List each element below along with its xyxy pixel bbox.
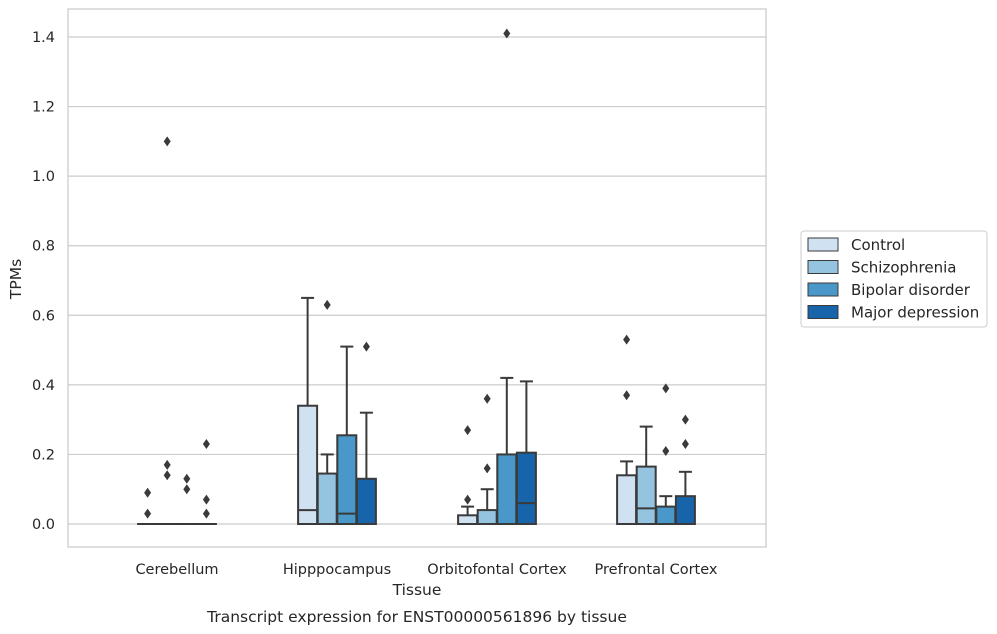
outlier-point [483, 393, 491, 404]
legend-swatch [807, 305, 839, 319]
x-axis-label: Tissue [392, 581, 442, 599]
y-tick-label: 0.6 [32, 308, 55, 324]
y-tick-label: 1.0 [32, 169, 55, 185]
box-rect [515, 451, 537, 526]
outlier-point [503, 28, 511, 39]
outlier-point [681, 438, 689, 449]
outlier-point [623, 390, 631, 401]
y-axis-label: TPMs [7, 259, 25, 300]
grid-lines [68, 36, 766, 525]
y-tick-label: 0.4 [32, 378, 55, 394]
plot-frame [67, 8, 767, 548]
y-tick-label: 0.0 [32, 517, 55, 533]
legend-swatch [807, 282, 839, 297]
legend-label: Control [851, 236, 905, 254]
outlier-point [202, 494, 210, 505]
legend: Control Schizophrenia Bipolar disorder Majo… [800, 230, 988, 328]
y-tick-label: 0.8 [32, 239, 55, 255]
x-tick-labels: Cerebellum Hipppocampus Orbitofontal Corte… [135, 562, 717, 578]
box-control [616, 334, 638, 525]
box-rect [457, 514, 479, 526]
x-tick-label: Cerebellum [135, 562, 218, 578]
x-tick-label: Hipppocampus [283, 562, 391, 578]
legend-label: Bipolar disorder [851, 281, 971, 299]
x-tick-label: Orbitofontal Cortex [427, 562, 567, 578]
legend-label: Major depression [851, 304, 979, 322]
box-rect [336, 434, 358, 525]
legend-label: Schizophrenia [851, 259, 956, 277]
outlier-point [662, 445, 670, 456]
box-bipolar-disorder [655, 383, 677, 526]
box-rect [297, 404, 319, 526]
outlier-point [362, 341, 370, 352]
outlier-point [183, 484, 191, 495]
y-tick-label: 1.2 [32, 100, 55, 116]
box-control [297, 296, 319, 526]
box-major-depression [195, 438, 217, 526]
outlier-point [623, 334, 631, 345]
box-rect [655, 505, 677, 526]
legend-items: Control Schizophrenia Bipolar disorder Majo… [807, 236, 979, 322]
box-schizophrenia [156, 136, 178, 526]
box-major-depression [515, 380, 537, 526]
x-tick-label: Prefrontal Cortex [595, 562, 718, 578]
outlier-point [163, 136, 171, 147]
legend-frame [800, 230, 988, 328]
box-rect [616, 474, 638, 525]
outlier-point [202, 508, 210, 519]
box-control [457, 425, 479, 526]
outlier-point [163, 459, 171, 470]
y-tick-labels: 0.0 0.2 0.4 0.6 0.8 1.0 1.2 1.4 [32, 30, 55, 533]
outlier-point [483, 463, 491, 474]
legend-swatch [807, 260, 839, 274]
y-tick-label: 1.4 [32, 30, 55, 46]
outlier-point [163, 470, 171, 481]
outlier-point [323, 299, 331, 310]
outlier-point [681, 414, 689, 425]
box-bipolar-disorder [336, 345, 358, 525]
y-tick-label: 0.2 [32, 447, 55, 463]
box-rect [635, 465, 657, 526]
box-bipolar-disorder [176, 473, 198, 526]
box-schizophrenia [316, 299, 338, 525]
box-rect [496, 453, 518, 525]
outlier-point [144, 508, 152, 519]
box-major-depression [355, 341, 377, 525]
box-schizophrenia [476, 393, 498, 526]
box-control [137, 487, 159, 526]
box-rect [674, 495, 696, 525]
box-rect [355, 477, 377, 525]
outlier-point [464, 494, 472, 505]
box-bipolar-disorder [496, 28, 518, 525]
outlier-point [183, 473, 191, 484]
outlier-point [144, 487, 152, 498]
legend-swatch [807, 237, 839, 252]
chart-caption: Transcript expression for ENST0000056189… [206, 608, 627, 626]
boxes [137, 28, 696, 526]
box-schizophrenia [635, 425, 657, 526]
outlier-point [464, 425, 472, 436]
box-rect [476, 509, 498, 526]
outlier-point [662, 383, 670, 394]
outlier-point [202, 438, 210, 449]
box-major-depression [674, 414, 696, 525]
box-rect [316, 472, 338, 525]
